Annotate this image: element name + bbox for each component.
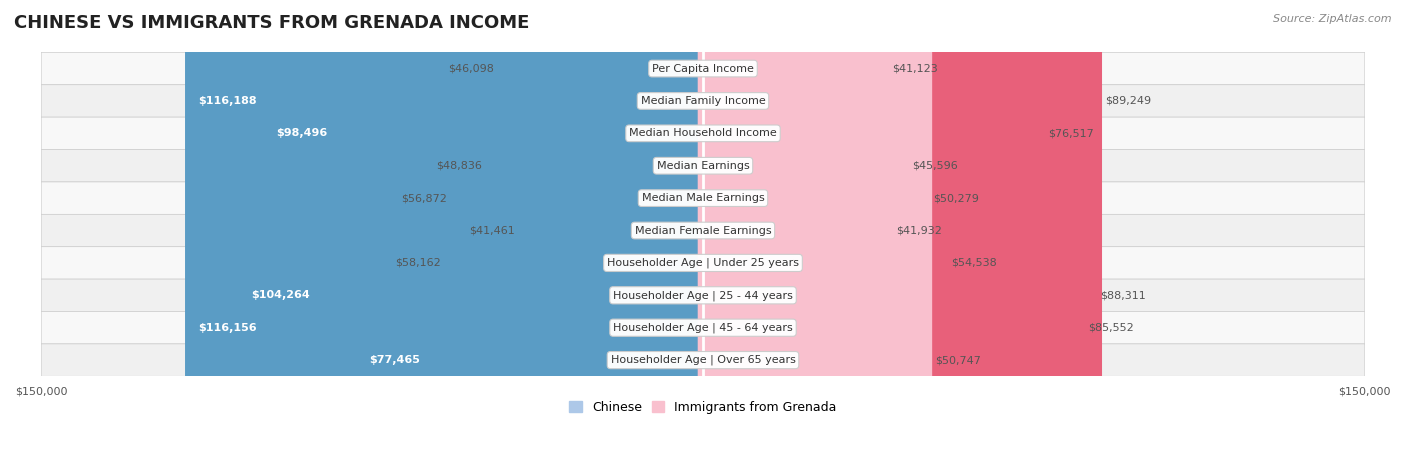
Text: Median Earnings: Median Earnings [657, 161, 749, 171]
Text: $41,461: $41,461 [470, 226, 515, 235]
FancyBboxPatch shape [447, 0, 709, 467]
FancyBboxPatch shape [186, 0, 709, 467]
FancyBboxPatch shape [697, 0, 890, 467]
Text: Householder Age | Under 25 years: Householder Age | Under 25 years [607, 258, 799, 268]
Text: Median Female Earnings: Median Female Earnings [634, 226, 772, 235]
Text: $104,264: $104,264 [250, 290, 309, 300]
FancyBboxPatch shape [186, 0, 709, 467]
FancyBboxPatch shape [697, 0, 1098, 467]
FancyBboxPatch shape [41, 214, 1365, 247]
FancyBboxPatch shape [41, 311, 1365, 344]
FancyBboxPatch shape [41, 52, 1365, 85]
Text: Source: ZipAtlas.com: Source: ZipAtlas.com [1274, 14, 1392, 24]
Text: $88,311: $88,311 [1101, 290, 1146, 300]
Text: Median Family Income: Median Family Income [641, 96, 765, 106]
Text: $76,517: $76,517 [1049, 128, 1094, 138]
FancyBboxPatch shape [238, 0, 709, 467]
Text: Householder Age | 45 - 64 years: Householder Age | 45 - 64 years [613, 322, 793, 333]
Text: $56,872: $56,872 [401, 193, 447, 203]
Text: $77,465: $77,465 [370, 355, 420, 365]
Text: $116,156: $116,156 [198, 323, 257, 333]
Text: $89,249: $89,249 [1105, 96, 1150, 106]
Text: $41,123: $41,123 [893, 64, 938, 74]
FancyBboxPatch shape [482, 0, 709, 467]
Text: $45,596: $45,596 [912, 161, 957, 171]
FancyBboxPatch shape [697, 0, 931, 467]
FancyBboxPatch shape [697, 0, 1102, 467]
FancyBboxPatch shape [356, 0, 709, 467]
Text: $98,496: $98,496 [277, 128, 328, 138]
Text: Householder Age | Over 65 years: Householder Age | Over 65 years [610, 355, 796, 365]
FancyBboxPatch shape [41, 279, 1365, 311]
Text: $50,279: $50,279 [932, 193, 979, 203]
FancyBboxPatch shape [263, 0, 709, 467]
Legend: Chinese, Immigrants from Grenada: Chinese, Immigrants from Grenada [564, 396, 842, 418]
FancyBboxPatch shape [495, 0, 709, 467]
Text: $58,162: $58,162 [395, 258, 441, 268]
FancyBboxPatch shape [697, 0, 1085, 467]
Text: Householder Age | 25 - 44 years: Householder Age | 25 - 44 years [613, 290, 793, 301]
FancyBboxPatch shape [41, 117, 1365, 149]
Text: Per Capita Income: Per Capita Income [652, 64, 754, 74]
Text: CHINESE VS IMMIGRANTS FROM GRENADA INCOME: CHINESE VS IMMIGRANTS FROM GRENADA INCOM… [14, 14, 530, 32]
Text: $116,188: $116,188 [198, 96, 257, 106]
Text: Median Household Income: Median Household Income [628, 128, 778, 138]
Text: $54,538: $54,538 [952, 258, 997, 268]
FancyBboxPatch shape [697, 0, 893, 467]
Text: $48,836: $48,836 [436, 161, 482, 171]
FancyBboxPatch shape [697, 0, 1046, 467]
FancyBboxPatch shape [441, 0, 709, 467]
Text: $85,552: $85,552 [1088, 323, 1135, 333]
Text: $50,747: $50,747 [935, 355, 981, 365]
FancyBboxPatch shape [41, 182, 1365, 214]
FancyBboxPatch shape [41, 85, 1365, 117]
Text: $46,098: $46,098 [449, 64, 495, 74]
FancyBboxPatch shape [41, 344, 1365, 376]
FancyBboxPatch shape [697, 0, 910, 467]
FancyBboxPatch shape [697, 0, 932, 467]
Text: Median Male Earnings: Median Male Earnings [641, 193, 765, 203]
FancyBboxPatch shape [41, 247, 1365, 279]
FancyBboxPatch shape [41, 149, 1365, 182]
FancyBboxPatch shape [515, 0, 709, 467]
Text: $41,932: $41,932 [896, 226, 942, 235]
FancyBboxPatch shape [697, 0, 949, 467]
